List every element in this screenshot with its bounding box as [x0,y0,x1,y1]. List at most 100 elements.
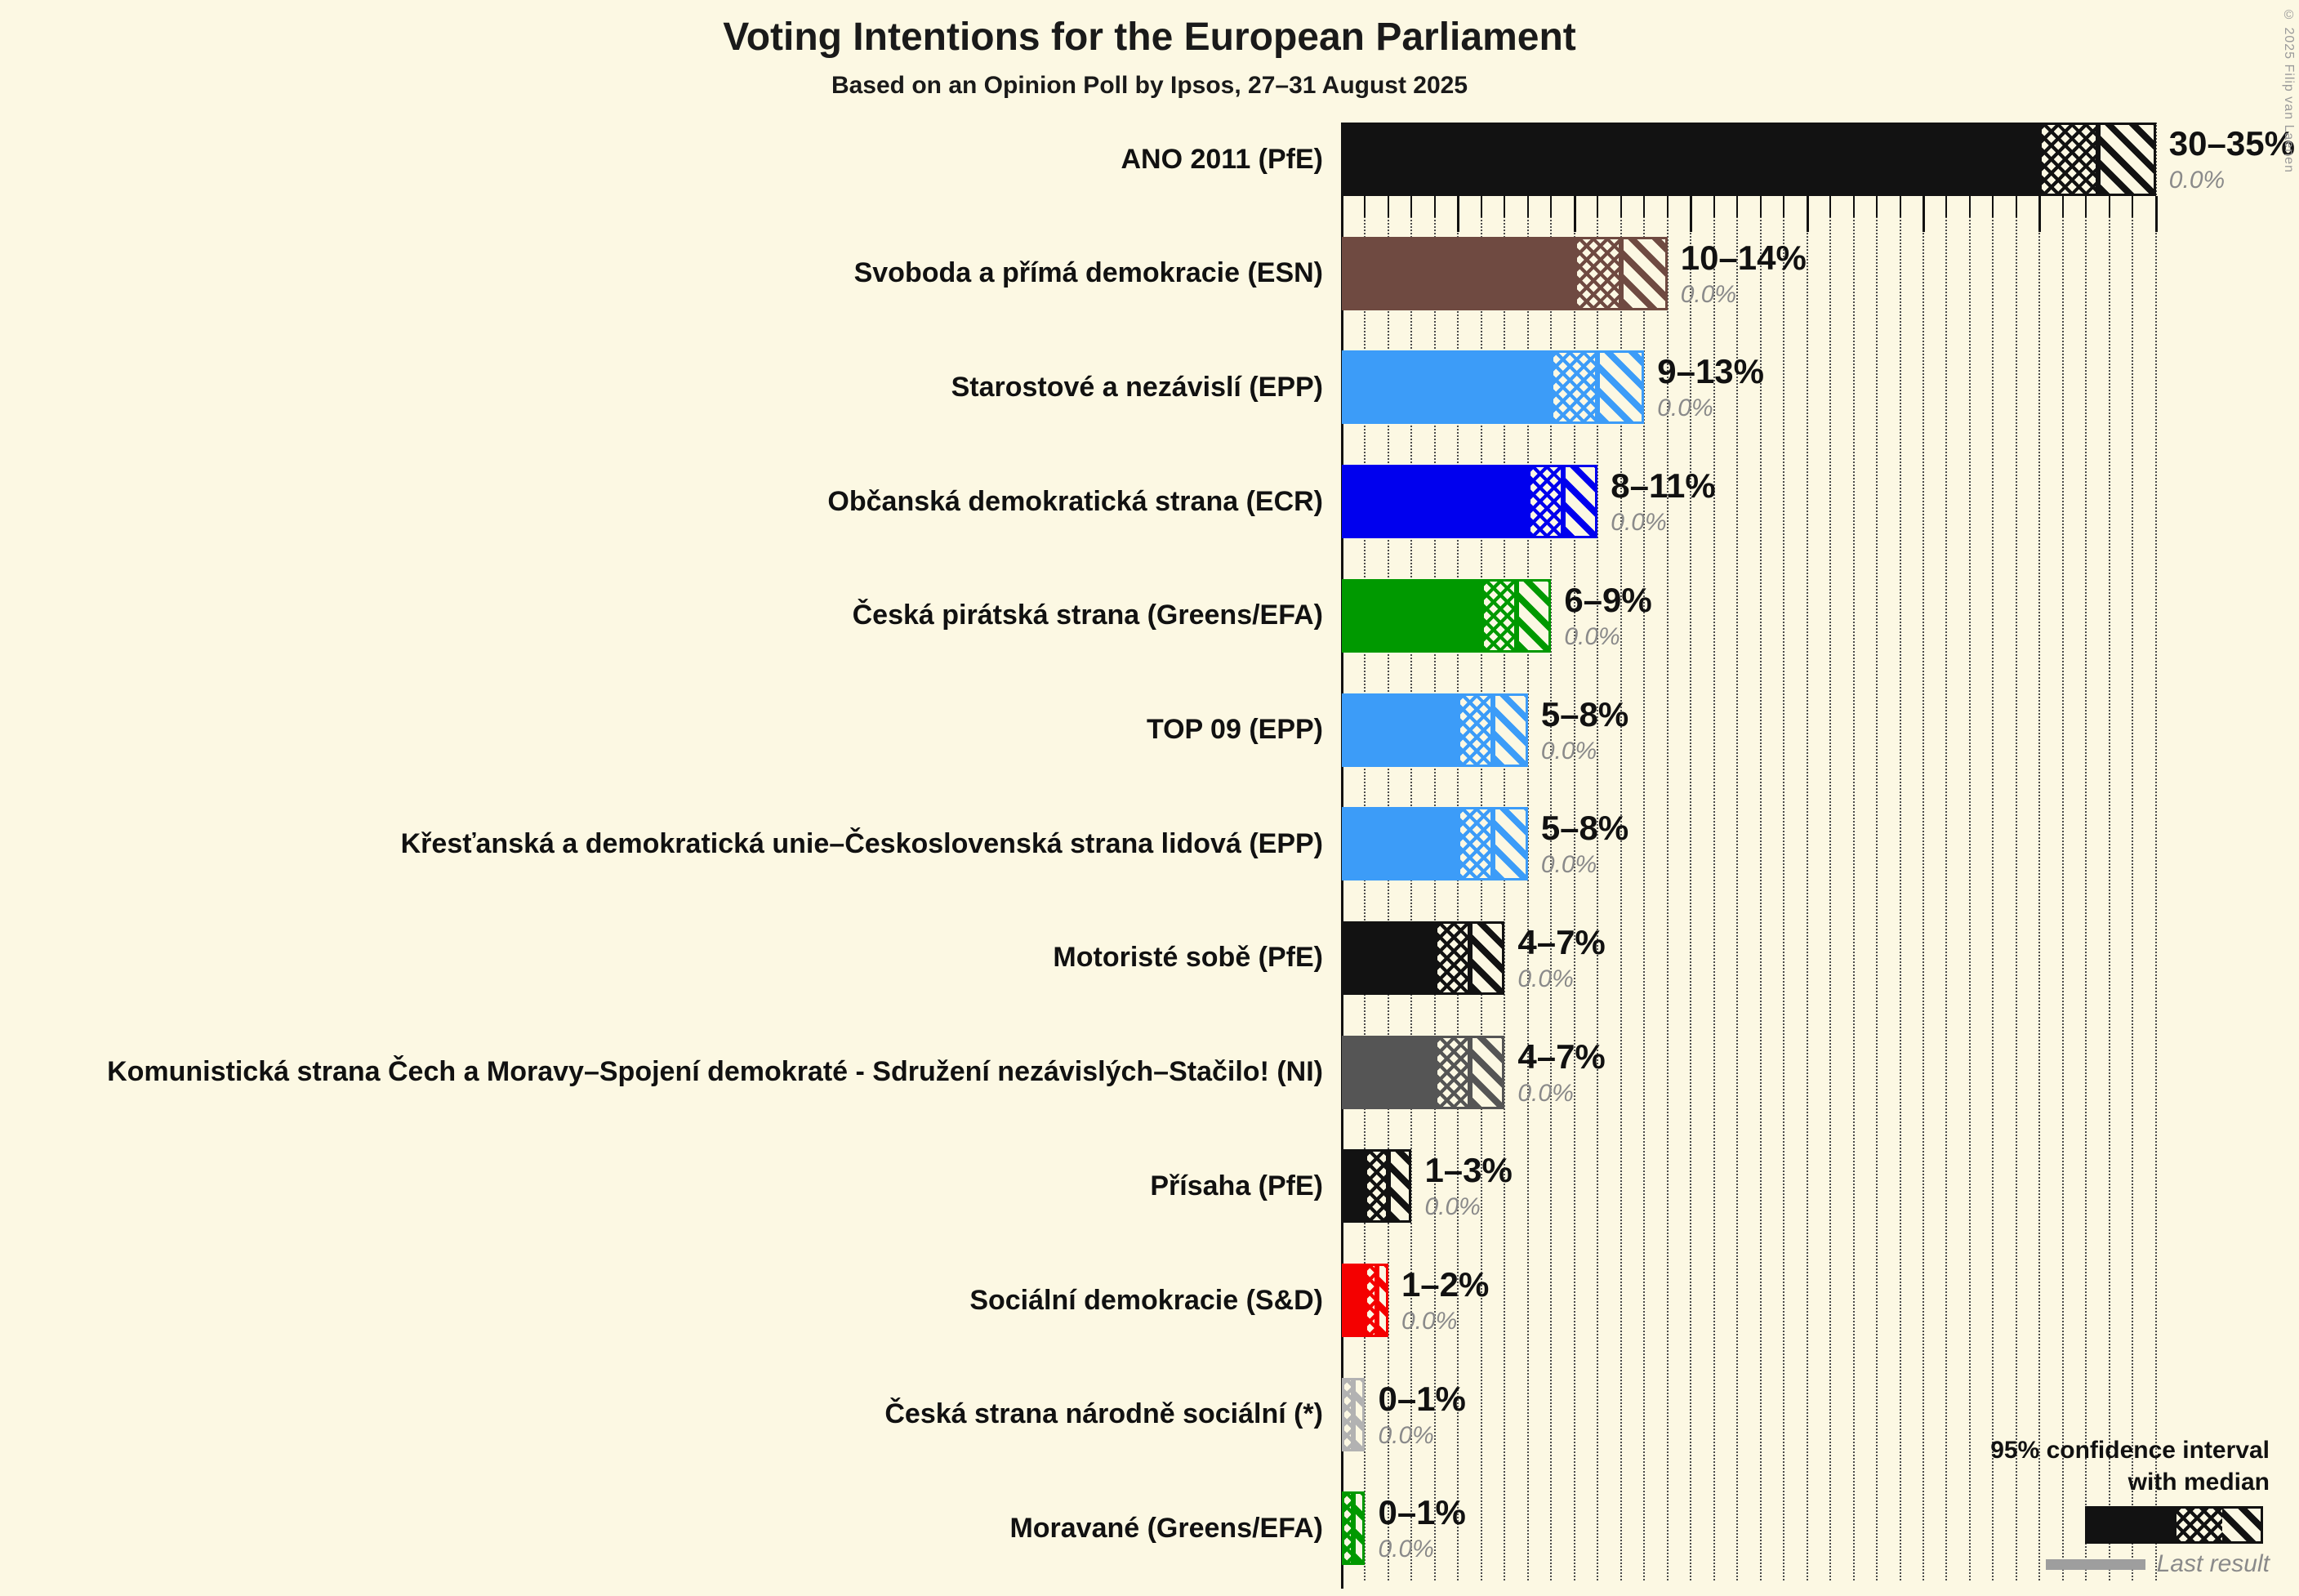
bar-solid-segment [1342,921,1435,995]
axis-tick [1597,196,1599,217]
gridline [1829,123,1832,1580]
party-label: Křesťanská a demokratická unie–Českoslov… [400,827,1323,859]
copyright-text: © 2025 Filip van Laenen [2282,8,2296,173]
last-result-label: 0.0% [1401,1308,1458,1335]
bar-stripes-segment [1388,1149,1412,1224]
party-label: Sociální demokracie (S&D) [969,1284,1323,1316]
gridline [2038,123,2041,1580]
axis-tick [1504,196,1506,217]
legend-last-result-bar [2045,1558,2145,1570]
party-label: ANO 2011 (PfE) [1121,143,1323,175]
axis-tick [1620,196,1622,217]
bar-crosshatch-segment [1342,1377,1354,1451]
gridline [1852,123,1855,1580]
gridline [1666,123,1669,1580]
bar-row: Svoboda a přímá demokracie (ESN) 10–14% 0.… [0,236,2299,310]
axis-tick [2154,196,2158,232]
bar-crosshatch-segment [1365,1149,1388,1224]
gridline [1597,123,1599,1580]
ci-range-label: 4–7% [1517,922,1606,961]
party-label: Česká pirátská strana (Greens/EFA) [852,600,1323,631]
axis-tick [1852,196,1855,217]
bar-row: Občanská demokratická strana (ECR) 8–11% 0… [0,465,2299,539]
axis-tick [2015,196,2017,217]
ci-range-label: 8–11% [1611,466,1716,506]
ci-range-label: 5–8% [1540,694,1629,733]
last-result-label: 0.0% [1657,395,1713,422]
gridline [1573,123,1575,1580]
gridline [1876,123,1878,1580]
axis-tick [1690,196,1693,232]
axis-tick [1736,196,1739,217]
axis-tick [1666,196,1669,217]
legend-sample-bar [2085,1506,2263,1544]
bar-stripes-segment [1376,1264,1388,1337]
axis-tick [2132,196,2134,217]
gridline [2132,123,2134,1580]
legend-ci-line1: 95% confidence interval [1990,1437,2270,1464]
gridline [2154,123,2157,1580]
gridline [2108,123,2110,1580]
gridline [1550,123,1553,1580]
last-result-label: 0.0% [2168,167,2225,194]
bar-stripes-segment [1597,350,1645,425]
axis-tick [1480,196,1482,217]
gridline [1945,123,1948,1580]
legend-stripes-segment [2222,1509,2261,1541]
party-label: Starostové a nezávislí (EPP) [951,371,1323,403]
gridline [2015,123,2017,1580]
bar-solid-segment [1342,465,1528,539]
bar-crosshatch-segment [1434,1035,1470,1109]
last-result-label: 0.0% [1424,1193,1481,1221]
bar-solid-segment [1342,578,1481,653]
axis-tick [1945,196,1948,217]
bar-row: Moravané (Greens/EFA) 0–1% 0.0% [0,1491,2299,1566]
last-result-label: 0.0% [1378,1536,1434,1563]
bar-row: TOP 09 (EPP) 5–8% 0.0% [0,693,2299,767]
party-label: TOP 09 (EPP) [1146,714,1323,745]
bar-crosshatch-segment [1527,465,1563,539]
gridline [1923,123,1924,1580]
bar-stripes-segment [1353,1491,1366,1566]
gridline [2061,123,2064,1580]
axis-tick [2038,196,2042,232]
axis-tick [1433,196,1436,217]
legend-last-result-label: Last result [2156,1550,2270,1577]
bar-row: Sociální demokracie (S&D) 1–2% 0.0% [0,1264,2299,1337]
gridline [1992,123,1994,1580]
bar-stripes-segment [1493,693,1528,767]
gridline [1968,123,1971,1580]
bar-solid-segment [1342,807,1459,881]
axis-tick [1364,196,1366,217]
gridline [1736,123,1739,1580]
axis-tick [1550,196,1553,217]
party-label: Komunistická strana Čech a Moravy–Spojen… [107,1056,1323,1088]
legend-crosshatch-segment [2176,1509,2223,1541]
legend-last-result-row: Last result [2045,1550,2270,1578]
axis-tick [1992,196,1994,217]
bar-solid-segment [1342,1264,1366,1337]
gridline [1806,123,1808,1580]
bar-stripes-segment [1469,921,1505,995]
bar-stripes-segment [1353,1377,1366,1451]
bar-row: Přísaha (PfE) 1–3% 0.0% [0,1149,2299,1224]
axis-tick [1783,196,1785,217]
ci-range-label: 6–9% [1564,580,1652,619]
axis-tick [1923,196,1925,232]
bar-row: Starostové a nezávislí (EPP) 9–13% 0.0% [0,350,2299,425]
bar-solid-segment [1342,350,1552,425]
legend-solid-segment [2087,1509,2176,1541]
gridline [1526,123,1529,1580]
axis-tick [1759,196,1762,217]
axis-tick [1876,196,1878,217]
axis-tick [1526,196,1529,217]
ci-range-label: 5–8% [1540,809,1629,848]
bar-solid-segment [1342,1035,1435,1109]
axis-tick [2108,196,2110,217]
bar-crosshatch-segment [1458,807,1494,881]
bar-row: ANO 2011 (PfE) 30–35% 0.0% [0,123,2299,196]
last-result-label: 0.0% [1564,622,1620,650]
bar-stripes-segment [1516,578,1552,653]
